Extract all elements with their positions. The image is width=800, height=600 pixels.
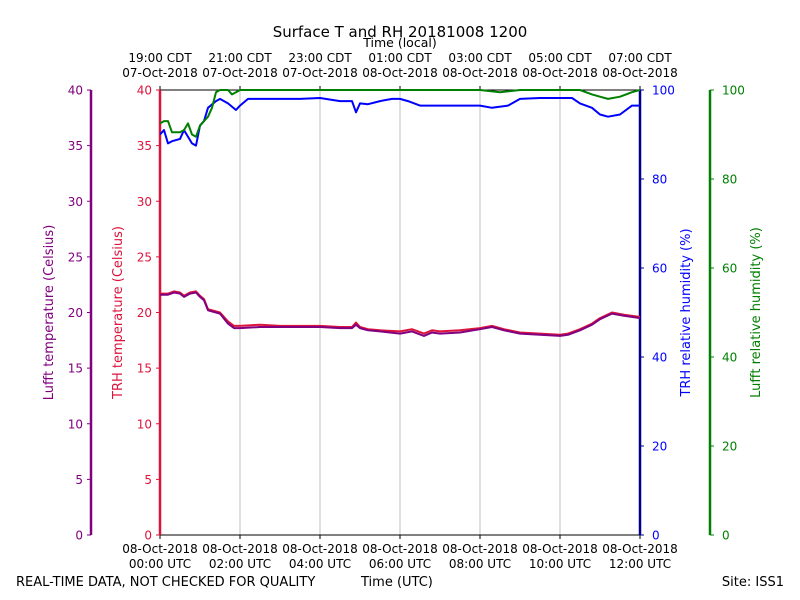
top-axis-label: Time (local) [362,35,436,50]
y-tick-label-trh_rh: 60 [652,262,667,276]
y-tick-label-lufft_rh: 20 [722,440,737,454]
y-tick-label-lufft_rh: 80 [722,173,737,187]
x-tick-label-utc-date: 08-Oct-2018 [122,542,198,556]
y-tick-label-lufft_temp: 20 [68,306,83,320]
x-tick-label-utc-date: 08-Oct-2018 [602,542,678,556]
y-tick-label-trh_rh: 20 [652,440,667,454]
x-tick-label-utc-date: 08-Oct-2018 [202,542,278,556]
y-tick-label-trh_temp: 10 [137,417,152,431]
y-tick-label-lufft_temp: 0 [75,529,83,543]
y-tick-label-trh_rh: 0 [652,529,660,543]
y-tick-label-lufft_temp: 30 [68,195,83,209]
x-tick-label-local-time: 05:00 CDT [528,51,592,65]
y-tick-label-trh_rh: 100 [652,84,675,98]
x-tick-label-local-time: 19:00 CDT [128,51,192,65]
x-tick-label-utc-date: 08-Oct-2018 [522,542,598,556]
x-tick-label-local-date: 08-Oct-2018 [362,66,438,80]
series-line-lufft_temp [160,291,640,337]
y-tick-label-lufft_rh: 100 [722,84,745,98]
y-axis-label-lufft_temp: Lufft temperature (Celsius) [42,225,57,401]
y-tick-label-trh_rh: 40 [652,351,667,365]
x-tick-label-local-time: 21:00 CDT [208,51,272,65]
y-axis-label-trh_temp: TRH temperature (Celsius) [111,226,126,400]
x-tick-label-local-time: 07:00 CDT [608,51,672,65]
y-tick-label-trh_temp: 20 [137,306,152,320]
y-tick-label-trh_temp: 15 [137,362,152,376]
y-tick-label-lufft_temp: 15 [68,362,83,376]
y-tick-label-trh_rh: 80 [652,173,667,187]
x-tick-label-utc-time: 12:00 UTC [609,557,671,571]
y-tick-label-lufft_temp: 35 [68,139,83,153]
y-tick-label-lufft_rh: 60 [722,262,737,276]
x-tick-label-utc-time: 04:00 UTC [289,557,351,571]
x-tick-label-local-time: 03:00 CDT [448,51,512,65]
series-line-lufft_rh [160,89,640,138]
site-label: Site: ISS1 [721,575,784,590]
x-tick-label-local-date: 08-Oct-2018 [602,66,678,80]
y-tick-label-trh_temp: 30 [137,195,152,209]
y-axis-label-lufft_rh: Lufft relative humidity (%) [749,227,764,398]
x-tick-label-utc-time: 06:00 UTC [369,557,431,571]
y-tick-label-trh_temp: 0 [144,529,152,543]
x-tick-label-local-time: 01:00 CDT [368,51,432,65]
x-tick-label-utc-date: 08-Oct-2018 [282,542,358,556]
x-tick-label-utc-date: 08-Oct-2018 [362,542,438,556]
series-line-trh_rh [160,97,640,147]
x-tick-label-local-date: 07-Oct-2018 [122,66,198,80]
y-tick-label-trh_temp: 25 [137,250,152,264]
y-tick-label-trh_temp: 35 [137,139,152,153]
bottom-axis-label: Time (UTC) [361,575,433,590]
x-tick-label-local-date: 07-Oct-2018 [282,66,358,80]
x-tick-label-utc-time: 08:00 UTC [449,557,511,571]
x-tick-label-utc-time: 02:00 UTC [209,557,271,571]
x-tick-label-local-date: 07-Oct-2018 [202,66,278,80]
y-tick-label-trh_temp: 40 [137,84,152,98]
x-tick-label-local-date: 08-Oct-2018 [442,66,518,80]
y-tick-label-lufft_rh: 0 [722,529,730,543]
x-tick-label-local-date: 08-Oct-2018 [522,66,598,80]
quality-disclaimer: REAL-TIME DATA, NOT CHECKED FOR QUALITY [16,575,316,590]
y-tick-label-lufft_temp: 5 [75,473,83,487]
y-tick-label-trh_temp: 5 [144,473,152,487]
y-tick-label-lufft_rh: 40 [722,351,737,365]
x-tick-label-utc-time: 00:00 UTC [129,557,191,571]
chart-title: Surface T and RH 20181008 1200 [273,23,528,41]
x-tick-label-utc-time: 10:00 UTC [529,557,591,571]
y-tick-label-lufft_temp: 10 [68,417,83,431]
y-axis-label-trh_rh: TRH relative humidity (%) [679,228,694,397]
y-tick-label-lufft_temp: 40 [68,84,83,98]
x-tick-label-local-time: 23:00 CDT [288,51,352,65]
x-tick-label-utc-date: 08-Oct-2018 [442,542,518,556]
y-tick-label-lufft_temp: 25 [68,250,83,264]
